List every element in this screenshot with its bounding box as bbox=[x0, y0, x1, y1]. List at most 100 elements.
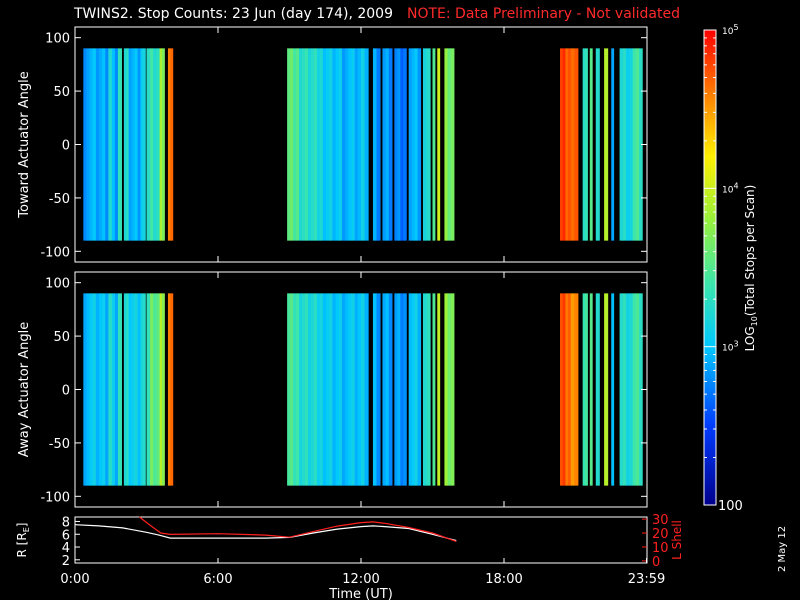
x-tick-label: 6:00 bbox=[203, 572, 232, 587]
heatmap-cell bbox=[619, 48, 624, 241]
y-tick-label-right: 20 bbox=[652, 527, 669, 542]
heatmap-cell bbox=[293, 293, 297, 486]
heatmap-cell bbox=[296, 293, 300, 486]
y-tick-label: 50 bbox=[53, 85, 70, 100]
heatmap-cell bbox=[394, 293, 398, 486]
generation-date: 2 May 12 bbox=[777, 525, 788, 572]
heatmap-cell bbox=[128, 293, 133, 486]
heatmap-cell bbox=[450, 293, 455, 486]
y-tick-label: 50 bbox=[53, 330, 70, 345]
heatmap-cell bbox=[629, 48, 634, 241]
colorbar-tick-label: 104 bbox=[722, 181, 739, 195]
heatmap-cell bbox=[156, 293, 161, 486]
heatmap-cell bbox=[565, 293, 569, 486]
heatmap-cell bbox=[83, 293, 87, 486]
y-tick-label-right: 0 bbox=[652, 555, 660, 570]
y-tick-label: 8 bbox=[62, 515, 70, 530]
heatmap-cell bbox=[307, 48, 312, 241]
heatmap-cell bbox=[161, 48, 165, 241]
heatmap-cell bbox=[437, 293, 441, 486]
heatmap-cell bbox=[357, 48, 362, 241]
x-axis-label: Time (UT) bbox=[328, 587, 393, 600]
y-tick-label: -100 bbox=[40, 245, 70, 260]
heatmap-cell bbox=[287, 293, 291, 486]
heatmap-cell bbox=[322, 48, 327, 241]
heatmap-cell bbox=[385, 48, 390, 241]
colorbar-label: LOG10(Total Stops per Scan) bbox=[743, 185, 759, 352]
heatmap-cell bbox=[313, 293, 318, 486]
heatmap-cell bbox=[137, 293, 142, 486]
heatmap-cell bbox=[426, 293, 431, 486]
heatmap-cell bbox=[150, 293, 154, 486]
heatmap-cell bbox=[400, 48, 404, 241]
heatmap-cell bbox=[167, 48, 171, 241]
heatmap-cell bbox=[604, 293, 609, 486]
heatmap-cell bbox=[142, 48, 146, 241]
heatmap-cell bbox=[316, 293, 321, 486]
heatmap-cell bbox=[635, 293, 640, 486]
heatmap-cell bbox=[619, 293, 624, 486]
heatmap-cell bbox=[299, 48, 303, 241]
heatmap-cell bbox=[437, 48, 441, 241]
heatmap-cell bbox=[142, 293, 146, 486]
x-tick-label: 23:59 bbox=[628, 572, 665, 587]
heatmap-cell bbox=[635, 48, 640, 241]
heatmap-cell bbox=[319, 48, 324, 241]
heatmap-cell bbox=[140, 293, 144, 486]
heatmap-cell bbox=[432, 48, 436, 241]
orbit-frame bbox=[74, 516, 648, 564]
heatmap-cell bbox=[626, 48, 630, 241]
heatmap-cell bbox=[560, 293, 564, 486]
plot-title: TWINS2. Stop Counts: 23 Jun (day 174), 2… bbox=[74, 6, 393, 22]
heatmap-cell bbox=[310, 293, 315, 486]
heatmap-cell bbox=[388, 48, 393, 241]
heatmap-cell bbox=[126, 48, 130, 241]
heatmap-cell bbox=[351, 293, 356, 486]
heatmap-cell bbox=[161, 293, 165, 486]
heatmap-cell bbox=[150, 48, 154, 241]
heatmap-cell bbox=[108, 293, 113, 486]
heatmap-cell bbox=[83, 48, 87, 241]
heatmap-cell bbox=[622, 48, 627, 241]
x-tick-label: 18:00 bbox=[485, 572, 522, 587]
y-tick-label: 6 bbox=[62, 528, 70, 543]
heatmap-cell bbox=[422, 48, 428, 241]
heatmap-cell bbox=[102, 293, 106, 486]
heatmap-cell bbox=[302, 293, 306, 486]
heatmap-cell bbox=[611, 48, 615, 241]
heatmap-cell bbox=[86, 48, 91, 241]
y-tick-label: -50 bbox=[49, 437, 70, 452]
heatmap-cell bbox=[86, 293, 91, 486]
heatmap-cell bbox=[167, 293, 171, 486]
heatmap-cell bbox=[153, 48, 157, 241]
heatmap-cell bbox=[322, 293, 327, 486]
heatmap-cell bbox=[361, 293, 366, 486]
heatmap-cell bbox=[565, 48, 569, 241]
heatmap-cell bbox=[388, 293, 393, 486]
heatmap-cell bbox=[332, 48, 337, 241]
heatmap-cell bbox=[134, 293, 139, 486]
heatmap-cell bbox=[639, 293, 643, 486]
heatmap-cell bbox=[632, 293, 637, 486]
heatmap-cell bbox=[414, 48, 419, 241]
y-tick-label-right: 30 bbox=[652, 513, 669, 528]
heatmap-cell bbox=[364, 48, 369, 241]
x-tick-label: 0:00 bbox=[60, 572, 89, 587]
heatmap-cell bbox=[351, 48, 356, 241]
heatmap-cell bbox=[290, 293, 294, 486]
heatmap-cell bbox=[287, 48, 291, 241]
heatmap-cell bbox=[92, 48, 97, 241]
colorbar-tick-label: 100 bbox=[718, 499, 743, 514]
heatmap-cell bbox=[146, 48, 151, 241]
heatmap-cell bbox=[140, 48, 144, 241]
heatmap-cell bbox=[422, 293, 428, 486]
heatmap-cell bbox=[111, 48, 116, 241]
colorbar-tick-label: 103 bbox=[722, 340, 739, 354]
heatmap-cell bbox=[302, 48, 306, 241]
heatmap-cell bbox=[376, 48, 381, 241]
orbit-y-label-right: L Shell bbox=[670, 520, 684, 560]
heatmap-cell bbox=[589, 293, 593, 486]
heatmap-cell bbox=[146, 293, 151, 486]
y-tick-label: 100 bbox=[45, 32, 70, 47]
